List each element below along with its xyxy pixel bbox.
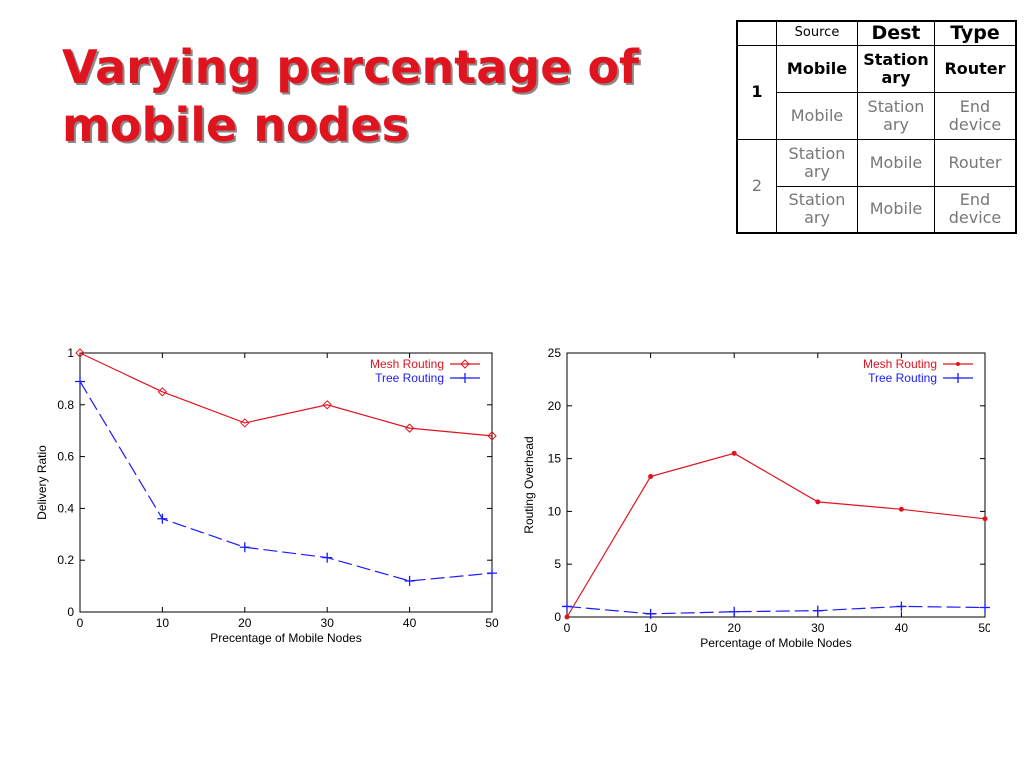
data-point — [322, 400, 332, 410]
series-line-mesh — [79, 352, 493, 437]
data-point — [239, 542, 250, 553]
data-point — [812, 605, 823, 616]
plot-frame — [566, 352, 986, 618]
table-row: 1 Mobile Station ary Router — [736, 44, 1017, 140]
slide-title-line-2: mobile nodes — [62, 98, 410, 152]
plot-frame — [79, 352, 493, 613]
table-cell-type: Router — [934, 44, 1017, 93]
table-group-label: 1 — [736, 44, 777, 140]
table-header-dest: Dest — [857, 20, 935, 46]
routing-scenario-table: Source Dest Type 1 Mobile Station ary Rou… — [736, 20, 1017, 234]
y-tick-label: 0 — [67, 605, 74, 619]
y-tick-label: 10 — [548, 504, 562, 518]
x-tick-label: 20 — [728, 621, 742, 635]
legend-marker — [460, 373, 470, 383]
data-point — [982, 516, 988, 522]
data-point — [645, 608, 656, 619]
data-point — [896, 601, 907, 612]
x-tick-label: 0 — [564, 621, 571, 635]
data-point — [898, 506, 904, 512]
legend-label-tree: Tree Routing — [868, 371, 937, 385]
x-axis-label: Percentage of Mobile Nodes — [700, 636, 851, 650]
y-tick-label: 15 — [548, 452, 562, 466]
legend-label-tree: Tree Routing — [375, 371, 444, 385]
table-cell-type: End device — [934, 91, 1017, 140]
x-tick-label: 50 — [978, 621, 990, 635]
delivery-ratio-chart: 0 10 20 30 40 50 0 0.2 0.4 0.6 0.8 1 Precentage of M… — [35, 346, 499, 645]
x-tick-label: 30 — [321, 616, 335, 630]
y-axis-label: Delivery Ratio — [35, 445, 49, 520]
table-header-source: Source — [776, 20, 858, 46]
data-point — [729, 606, 740, 617]
data-point — [980, 602, 990, 613]
legend-marker — [953, 373, 963, 383]
data-point — [322, 552, 333, 563]
data-point — [731, 450, 737, 456]
table-header-row: Source Dest Type — [736, 20, 1017, 46]
y-tick-label: 0 — [554, 610, 561, 624]
data-point — [487, 431, 497, 441]
y-tick-label: 0.4 — [57, 501, 74, 515]
data-point — [157, 387, 168, 397]
table-group-label: 2 — [736, 138, 777, 234]
x-tick-label: 0 — [77, 616, 84, 630]
series-line-tree — [566, 605, 986, 615]
slide-title-line-1: Varying percentage of — [62, 40, 640, 94]
y-tick-label: 1 — [67, 346, 74, 360]
x-tick-label: 40 — [895, 621, 909, 635]
table-header-blank — [736, 20, 777, 46]
data-point — [75, 376, 85, 387]
table-header-type: Type — [934, 20, 1017, 46]
data-point — [404, 575, 415, 586]
routing-overhead-chart: 0 10 20 30 40 50 0 5 10 15 20 25 Percentage of Mobil… — [522, 346, 990, 650]
table-cell-dest: Station ary — [857, 44, 935, 93]
legend-marker — [956, 362, 960, 366]
x-tick-label: 30 — [811, 621, 825, 635]
table-row: Mobile Station ary End device — [737, 91, 1017, 140]
data-point — [562, 601, 572, 612]
table-cell-source: Station ary — [776, 138, 858, 187]
table-cell-type: Router — [934, 138, 1017, 187]
table-cell-source: Mobile — [776, 91, 858, 140]
table-cell-dest: Mobile — [857, 185, 935, 234]
table-cell-dest: Mobile — [857, 138, 935, 187]
y-tick-label: 0.8 — [57, 398, 74, 412]
data-point — [240, 418, 250, 428]
legend-marker — [460, 359, 470, 369]
x-tick-label: 10 — [156, 616, 170, 630]
x-tick-label: 10 — [644, 621, 658, 635]
y-tick-label: 20 — [548, 399, 562, 413]
data-point — [564, 614, 570, 620]
x-tick-label: 20 — [238, 616, 252, 630]
y-tick-label: 0.6 — [57, 450, 74, 464]
series-line-tree — [79, 381, 493, 582]
legend-label-mesh: Mesh Routing — [370, 357, 444, 371]
x-tick-label: 40 — [403, 616, 417, 630]
slide-title: Varying percentage of mobile nodes — [62, 38, 702, 154]
legend-label-mesh: Mesh Routing — [863, 357, 937, 371]
table-row: Station ary Mobile End device — [737, 185, 1017, 234]
table-cell-source: Station ary — [776, 185, 858, 234]
table-row: 2 Station ary Mobile Router — [736, 138, 1017, 234]
series-line-mesh — [566, 452, 986, 618]
x-axis-label: Precentage of Mobile Nodes — [210, 631, 361, 645]
data-point — [815, 499, 821, 505]
data-point — [157, 513, 168, 524]
y-tick-label: 5 — [554, 557, 561, 571]
y-tick-label: 0.2 — [57, 553, 74, 567]
data-point — [75, 348, 85, 358]
data-point — [487, 568, 497, 579]
y-axis-label: Routing Overhead — [522, 436, 536, 533]
data-point — [404, 423, 415, 433]
data-point — [648, 474, 654, 480]
y-tick-label: 25 — [548, 346, 562, 360]
table-cell-source: Mobile — [776, 44, 858, 93]
table-cell-dest: Station ary — [857, 91, 935, 140]
table-cell-type: End device — [934, 185, 1017, 234]
x-tick-label: 50 — [485, 616, 499, 630]
